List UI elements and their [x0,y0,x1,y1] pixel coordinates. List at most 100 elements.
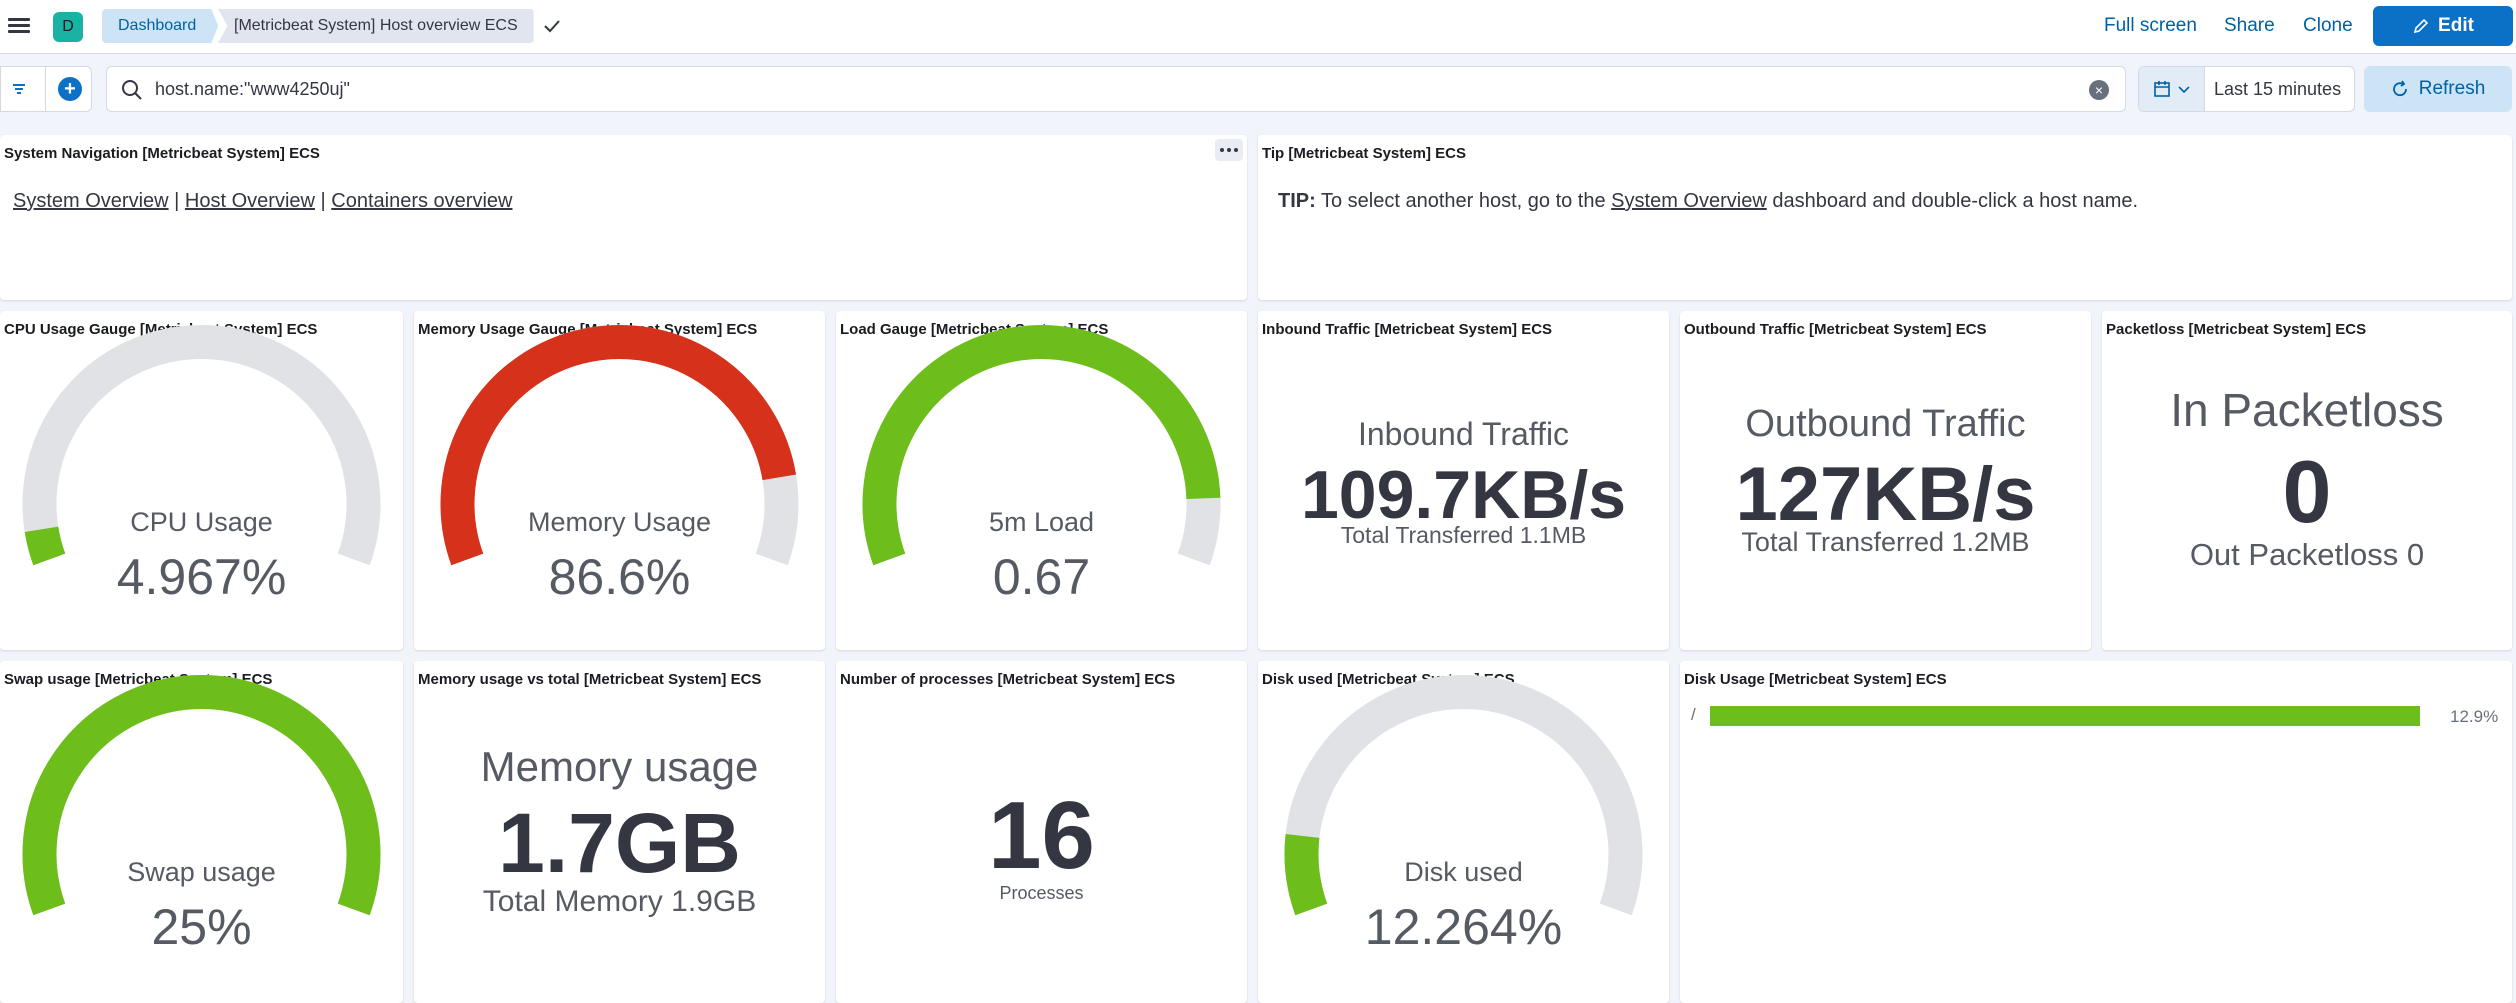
gauge-label: CPU Usage [130,507,273,537]
panel-title: Memory usage vs total [Metricbeat System… [418,671,762,688]
share-link[interactable]: Share [2224,15,2275,36]
cpu-gauge [22,325,381,566]
edit-label: Edit [2438,15,2474,36]
calendar-icon [2154,81,2170,97]
panel-packetloss: Packetloss [Metricbeat System] ECS In Pa… [2102,311,2512,650]
gauge-fill [440,325,797,566]
panel-disk-used-gauge: Disk used [Metricbeat System] ECS Disk u… [1258,661,1669,1003]
swap-gauge [22,675,381,916]
quick-select-button[interactable] [2139,67,2205,111]
metric-sub-value: 1.2MB [1951,527,2030,557]
panel-disk-usage: Disk Usage [Metricbeat System] ECS / 12.… [1680,661,2512,1003]
search-icon [122,80,142,100]
metric-sub-value: 1.1MB [1519,522,1587,548]
refresh-button[interactable]: Refresh [2364,66,2512,112]
time-range-text: Last 15 minutes [2214,79,2342,99]
add-filter-icon[interactable]: + [58,77,82,101]
gauge-value: 4.967% [116,549,287,605]
separator: | [174,190,180,212]
clone-link[interactable]: Clone [2303,15,2353,36]
filter-icon[interactable] [11,81,27,97]
gauge-label: Swap usage [127,857,276,887]
gauge-value: 25% [151,899,252,955]
space-avatar[interactable]: D [53,12,83,42]
gauge-fill [24,526,66,566]
gauge-track [1284,675,1643,916]
date-picker[interactable]: Last 15 minutes [2138,66,2355,112]
pencil-icon [2413,18,2429,34]
chevron-down-icon [2178,86,2190,94]
tip-text: TIP: To select another host, go to the S… [1278,190,2138,213]
memory-gauge [440,325,799,566]
metric-sub-label: Total Transferred [1741,527,1945,557]
metric-label: Memory usage [480,743,759,790]
panel-cpu-gauge: CPU Usage Gauge [Metricbeat System] ECS … [0,311,403,650]
top-bar: D Dashboard [Metricbeat System] Host ove… [0,0,2516,54]
disk-usage-bar [1710,706,2420,726]
metric-sub-value: 1.9GB [671,885,757,918]
tip-text-after: dashboard and double-click a host name. [1766,190,2139,212]
link-containers-overview[interactable]: Containers overview [331,190,513,212]
panel-swap-gauge: Swap usage [Metricbeat System] ECS Swap … [0,661,403,1003]
tip-text-before: To select another host, go to the [1315,190,1612,212]
gauge-value: 0.67 [992,549,1091,605]
metric-sub: Out Packetloss 0 [2102,537,2512,573]
edit-button[interactable]: Edit [2373,6,2513,46]
metric-label: Processes [999,883,1084,903]
search-query-text: host.name:"www4250uj" [155,79,350,99]
check-icon [544,20,560,33]
search-input[interactable]: host.name:"www4250uj" × [106,66,2126,112]
gauge-label: Memory Usage [527,507,712,537]
panel-title: Outbound Traffic [Metricbeat System] ECS [1684,321,1987,338]
breadcrumb-dashboard[interactable]: Dashboard [102,9,219,43]
metric-value: 16 [988,782,1095,889]
panel-system-navigation: System Navigation [Metricbeat System] EC… [0,135,1247,300]
link-system-overview[interactable]: System Overview [13,190,169,212]
disk-usage-value: 12.9% [2450,707,2499,726]
refresh-label: Refresh [2418,78,2486,99]
metric-sub-label: Total Transferred [1340,522,1514,548]
tip-prefix: TIP: [1278,190,1316,212]
metric-label: Inbound Traffic [1357,416,1570,452]
metric-value: 109.7KB/s [1300,457,1627,533]
breadcrumb-current: [Metricbeat System] Host overview ECS [218,9,534,43]
gauge-fill [22,675,381,916]
panel-title: Disk Usage [Metricbeat System] ECS [1684,671,1947,688]
panel-title: Number of processes [Metricbeat System] … [840,671,1176,688]
metric-sub-label: Total Memory [482,885,663,918]
metric-sub-label: Out Packetloss [2189,537,2399,572]
gauge-track [22,325,381,566]
query-bar: + host.name:"www4250uj" × Last 15 minute… [0,64,2516,116]
panel-outbound-traffic: Outbound Traffic [Metricbeat System] ECS… [1680,311,2091,650]
tip-link-system-overview[interactable]: System Overview [1611,190,1767,212]
metric-label: Outbound Traffic [1745,403,2026,445]
panel-title: System Navigation [Metricbeat System] EC… [4,145,320,162]
metric-sub: Total Transferred 1.1MB [1258,522,1669,549]
panel-memory-gauge: Memory Usage Gauge [Metricbeat System] E… [414,311,825,650]
menu-icon[interactable] [8,15,30,37]
gauge-label: 5m Load [988,507,1095,537]
metric-value: 127KB/s [1735,452,2036,537]
gauge-value: 86.6% [548,549,691,605]
panel-load-gauge: Load Gauge [Metricbeat System] ECS 5m Lo… [836,311,1247,650]
panel-memory-vs-total: Memory usage vs total [Metricbeat System… [414,661,825,1003]
filter-controls: + [0,66,92,112]
panel-title: Inbound Traffic [Metricbeat System] ECS [1262,321,1553,338]
metric-label: In Packetloss [2170,384,2444,436]
nav-links: System Overview | Host Overview | Contai… [13,190,512,213]
metric-sub: Total Transferred 1.2MB [1680,527,2091,558]
clear-icon[interactable]: × [2089,80,2109,100]
refresh-icon [2392,80,2407,97]
full-screen-link[interactable]: Full screen [2104,15,2197,36]
link-host-overview[interactable]: Host Overview [184,190,315,212]
separator: | [320,190,326,212]
panel-title: Tip [Metricbeat System] ECS [1262,145,1466,162]
gauge-fill [1284,834,1328,916]
gauge-fill [862,325,1221,566]
metric-value: 1.7GB [498,796,741,890]
panel-processes: Number of processes [Metricbeat System] … [836,661,1247,1003]
panel-options-icon[interactable] [1215,139,1243,161]
mount-label: / [1691,705,1696,724]
gauge-value: 12.264% [1364,899,1563,955]
panel-tip: Tip [Metricbeat System] ECS TIP: To sele… [1258,135,2512,300]
